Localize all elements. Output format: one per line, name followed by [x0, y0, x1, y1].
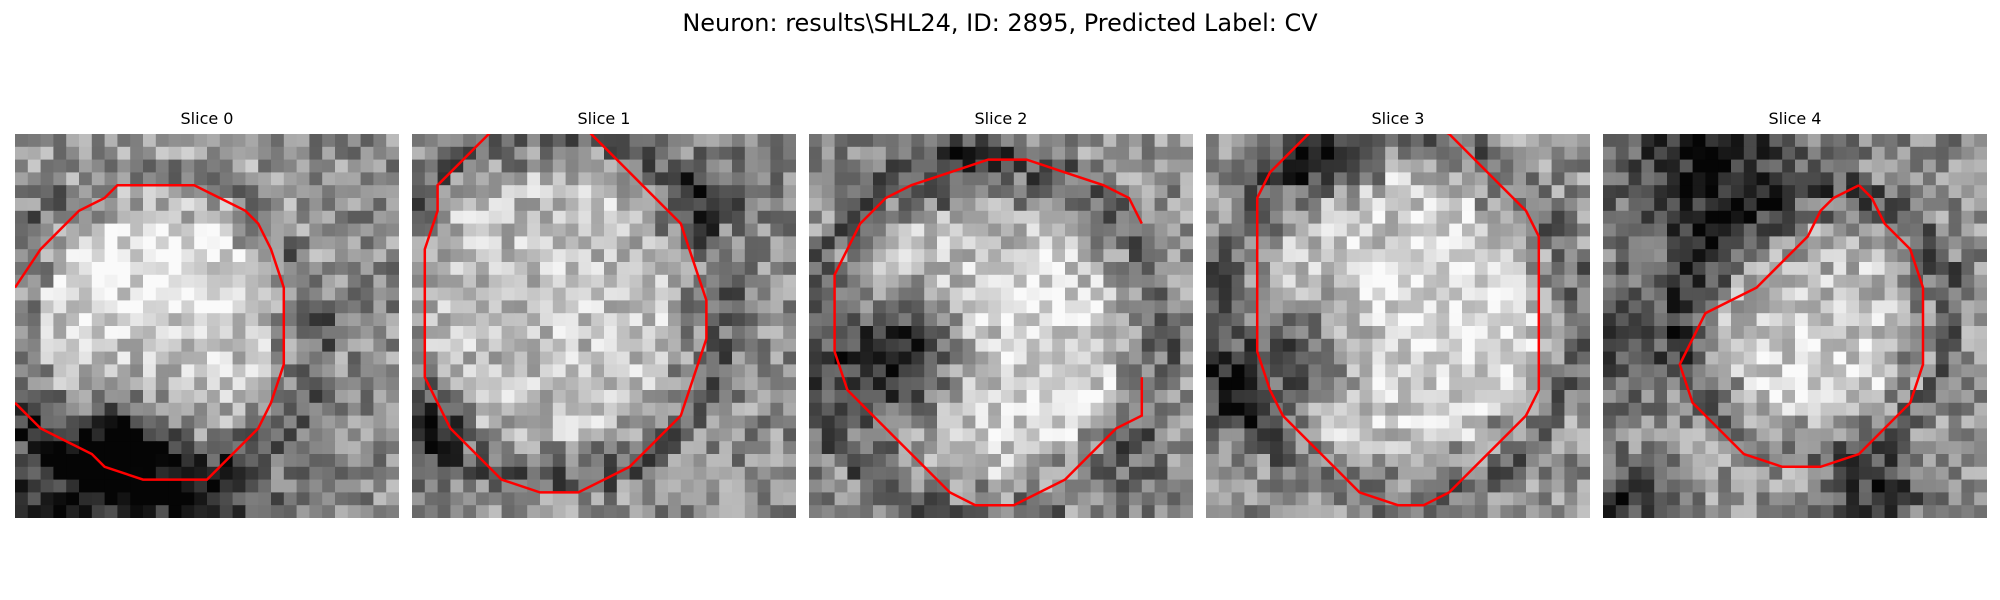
contour-outline [1255, 134, 1541, 507]
slice-3-title: Slice 3 [1371, 109, 1425, 128]
slice-4-image [1603, 134, 1987, 518]
slice-1-image [412, 134, 796, 518]
slice-0-panel: Slice 0 [15, 108, 399, 518]
contour-outline [15, 183, 286, 481]
slice-4-panel: Slice 4 [1603, 108, 1987, 518]
slice-0-image [15, 134, 399, 518]
slice-2-panel: Slice 2 [809, 108, 1193, 518]
contour-outline [423, 134, 708, 494]
contour-outline [833, 158, 1144, 507]
slice-2-title: Slice 2 [974, 109, 1028, 128]
contour-outline [1678, 184, 1925, 469]
slice-1-panel: Slice 1 [412, 108, 796, 518]
figure-title: Neuron: results\SHL24, ID: 2895, Predict… [682, 9, 1318, 37]
slice-3-image [1206, 134, 1590, 518]
slice-4-title: Slice 4 [1768, 109, 1822, 128]
slice-1-title: Slice 1 [577, 109, 631, 128]
slice-2-image [809, 134, 1193, 518]
slice-0-title: Slice 0 [180, 109, 234, 128]
slice-3-panel: Slice 3 [1206, 108, 1590, 518]
